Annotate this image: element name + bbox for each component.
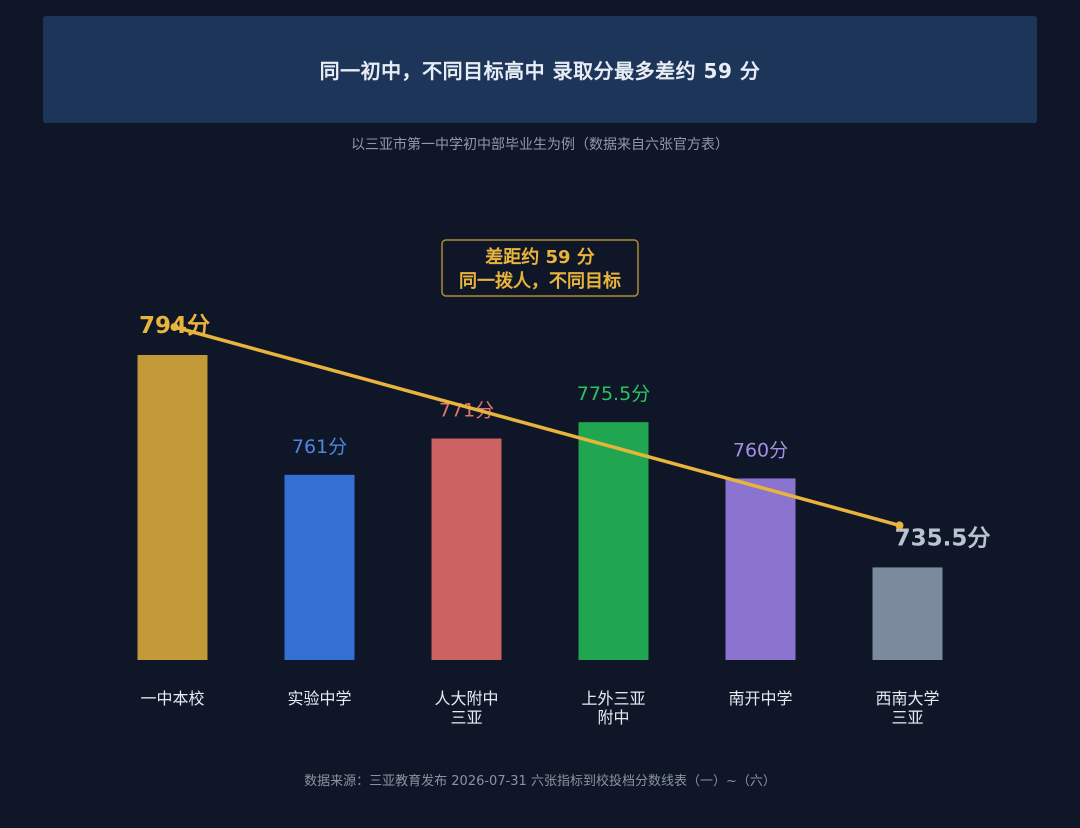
category-label-4-line-1: 上外三亚 xyxy=(581,689,645,708)
annotation-box xyxy=(441,239,639,297)
category-label-6-line-2: 三亚 xyxy=(891,708,923,727)
value-label-4: 775.5分 xyxy=(577,383,650,405)
bar-4 xyxy=(578,422,649,660)
trend-line-start-dot xyxy=(170,323,179,331)
category-label-2: 实验中学 xyxy=(287,689,351,708)
bar-3 xyxy=(431,438,502,660)
category-label-6-line-1: 西南大学 xyxy=(875,689,939,708)
title-banner: 同一初中，不同目标高中 录取分最多差约 59 分 xyxy=(43,16,1037,123)
bar-6 xyxy=(872,567,943,660)
chart-title: 同一初中，不同目标高中 录取分最多差约 59 分 xyxy=(319,59,761,83)
chart-subtitle: 以三亚市第一中学初中部毕业生为例（数据来自六张官方表） xyxy=(351,137,729,153)
category-label-3-line-1: 人大附中 xyxy=(434,689,498,708)
category-label-3-line-2: 三亚 xyxy=(450,708,482,727)
category-label-4-line-2: 附中 xyxy=(597,708,629,727)
annotation-line-2: 同一拨人，不同目标 xyxy=(459,270,621,292)
category-label-1: 一中本校 xyxy=(140,689,204,708)
annotation-line-1: 差距约 59 分 xyxy=(485,246,595,268)
bar-1 xyxy=(137,355,208,660)
data-source-note: 数据来源：三亚教育发布 2026-07-31 六张指标到校投档分数线表（一）~（… xyxy=(304,774,776,789)
bar-2 xyxy=(284,474,355,660)
value-label-3: 771分 xyxy=(439,400,494,422)
trend-line-end-dot xyxy=(895,521,904,530)
trend-line xyxy=(172,325,902,528)
value-label-5: 760分 xyxy=(733,439,788,461)
category-label-5: 南开中学 xyxy=(728,689,792,708)
bar-5 xyxy=(725,478,796,660)
value-label-2: 761分 xyxy=(292,436,347,458)
value-label-6: 735.5分 xyxy=(895,525,991,551)
